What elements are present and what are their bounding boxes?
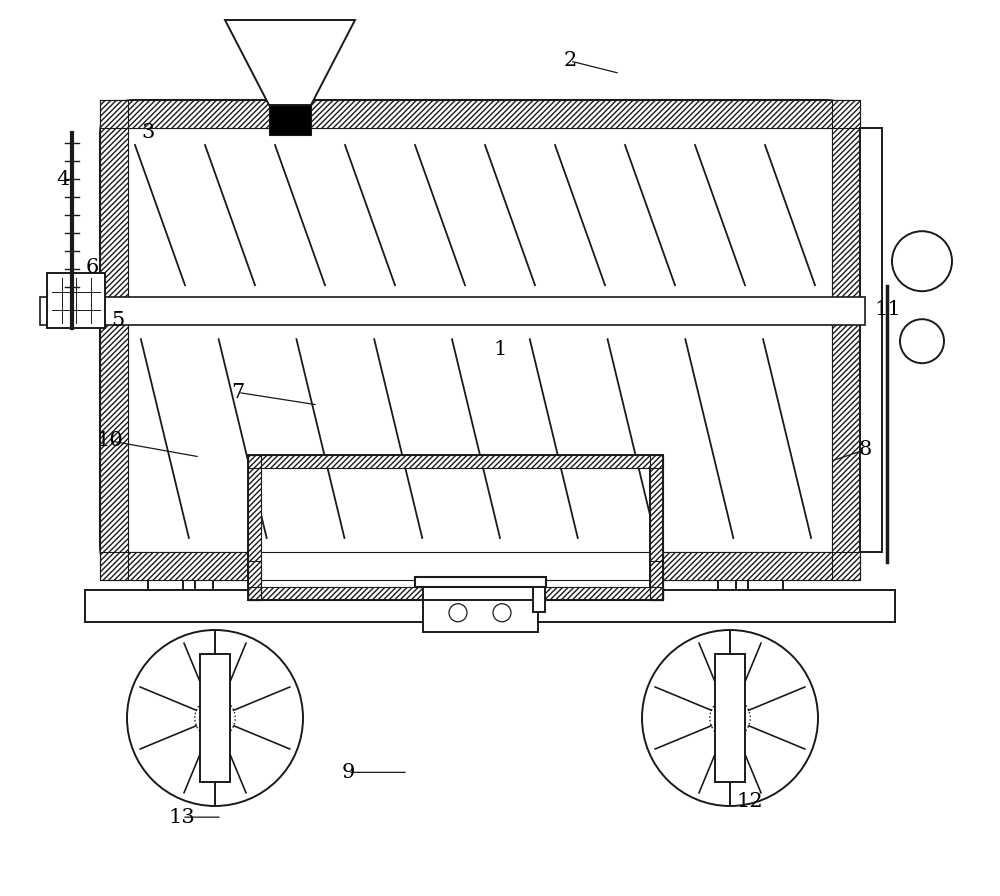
Bar bbox=[248, 455, 261, 600]
Bar bbox=[261, 468, 650, 598]
Bar bbox=[832, 100, 860, 580]
FancyBboxPatch shape bbox=[100, 100, 860, 580]
Bar bbox=[650, 561, 663, 600]
Bar bbox=[128, 128, 832, 552]
Bar bbox=[248, 455, 261, 600]
Bar bbox=[100, 100, 128, 580]
Text: 10: 10 bbox=[97, 431, 123, 451]
Bar bbox=[422, 577, 538, 632]
Polygon shape bbox=[225, 20, 355, 105]
Bar bbox=[100, 552, 860, 580]
Bar bbox=[85, 590, 895, 622]
Circle shape bbox=[493, 604, 511, 622]
Bar bbox=[650, 455, 663, 600]
Text: 13: 13 bbox=[169, 807, 195, 827]
Text: 5: 5 bbox=[111, 311, 125, 331]
Bar bbox=[248, 455, 663, 468]
Bar bbox=[860, 128, 882, 552]
Circle shape bbox=[892, 231, 952, 291]
Text: 12: 12 bbox=[737, 792, 763, 812]
Bar bbox=[248, 455, 663, 600]
Bar bbox=[718, 552, 736, 590]
Circle shape bbox=[642, 630, 818, 806]
Bar bbox=[100, 100, 860, 128]
Text: 3: 3 bbox=[141, 123, 155, 142]
Bar bbox=[748, 552, 783, 590]
Circle shape bbox=[449, 604, 467, 622]
Bar bbox=[650, 455, 663, 600]
Bar bbox=[100, 100, 860, 128]
Bar bbox=[532, 587, 544, 612]
Bar bbox=[269, 105, 311, 135]
Text: 2: 2 bbox=[563, 51, 577, 71]
Text: 6: 6 bbox=[85, 257, 99, 277]
Bar bbox=[248, 455, 663, 468]
Bar bbox=[415, 577, 546, 587]
Bar bbox=[148, 552, 183, 590]
Bar bbox=[832, 100, 860, 580]
Text: 9: 9 bbox=[341, 762, 355, 782]
Bar bbox=[248, 587, 663, 600]
Bar bbox=[100, 100, 128, 580]
Text: 1: 1 bbox=[493, 340, 507, 359]
Bar bbox=[248, 587, 663, 600]
Bar bbox=[248, 561, 261, 600]
Bar bbox=[195, 552, 213, 590]
Circle shape bbox=[127, 630, 303, 806]
Text: 7: 7 bbox=[231, 383, 245, 402]
Bar bbox=[650, 561, 663, 600]
Bar bbox=[40, 297, 865, 325]
Bar bbox=[47, 273, 105, 328]
Circle shape bbox=[195, 698, 235, 738]
Text: 11: 11 bbox=[875, 299, 901, 319]
Bar bbox=[200, 654, 230, 782]
Circle shape bbox=[900, 319, 944, 363]
Bar bbox=[715, 654, 745, 782]
Bar bbox=[100, 552, 860, 580]
Bar bbox=[248, 561, 261, 600]
Text: 4: 4 bbox=[56, 169, 70, 189]
Text: 8: 8 bbox=[858, 440, 872, 460]
Circle shape bbox=[710, 698, 750, 738]
